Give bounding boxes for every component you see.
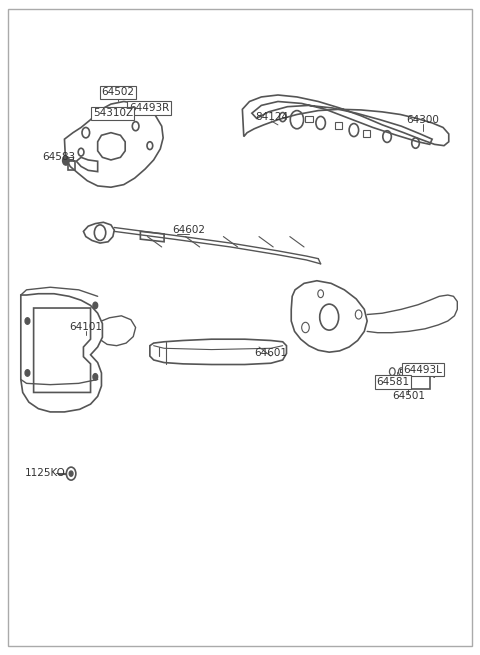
Circle shape: [69, 471, 73, 476]
Circle shape: [62, 156, 69, 165]
Circle shape: [93, 373, 97, 380]
Circle shape: [93, 302, 97, 309]
Text: 54310Z: 54310Z: [93, 108, 133, 118]
Text: 64501: 64501: [392, 390, 425, 401]
Circle shape: [25, 318, 30, 324]
Text: 64101: 64101: [69, 322, 102, 333]
Text: 64300: 64300: [406, 115, 439, 124]
Text: 64601: 64601: [254, 348, 288, 358]
Text: 64581: 64581: [376, 377, 409, 387]
Text: 64493R: 64493R: [129, 103, 169, 113]
Text: 64493L: 64493L: [403, 365, 442, 375]
Text: 64502: 64502: [102, 87, 134, 98]
Text: 64602: 64602: [172, 225, 205, 235]
Text: 1125KO: 1125KO: [25, 468, 66, 478]
Text: 54310Q: 54310Q: [398, 369, 436, 379]
Circle shape: [25, 369, 30, 376]
Text: 84124: 84124: [255, 112, 288, 122]
Text: 64583: 64583: [42, 152, 75, 162]
